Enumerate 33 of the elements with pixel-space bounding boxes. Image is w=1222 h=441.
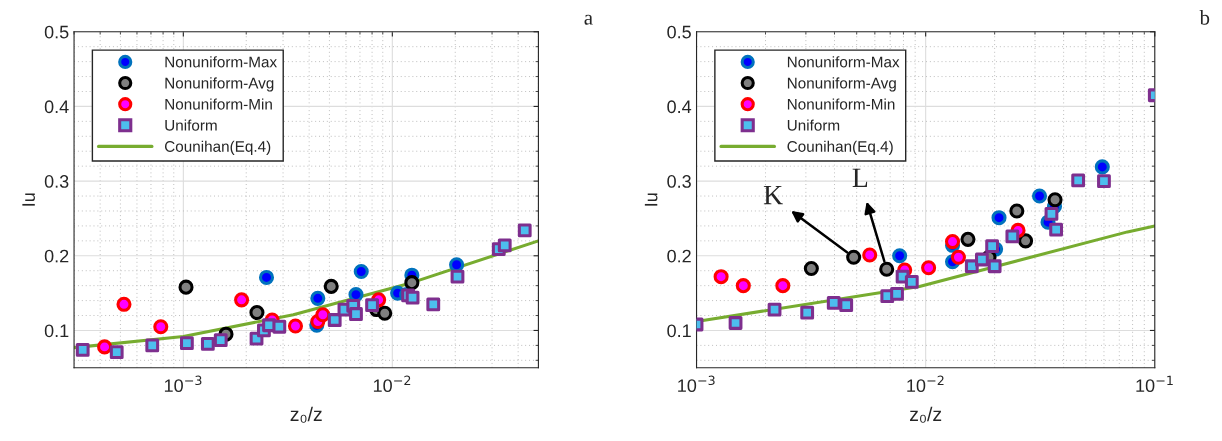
annotation: L (852, 168, 868, 187)
y-tick-label: 0.4 (667, 100, 692, 114)
y-tick-label: 0.2 (44, 249, 69, 263)
legend-label: Nonuniform-Max (787, 56, 900, 68)
legend-label: Uniform (787, 119, 840, 131)
y-tick-label: 0.1 (667, 324, 691, 338)
y-tick-label: 0.2 (667, 249, 691, 263)
legend-label: Nonuniform-Max (165, 56, 277, 68)
y-tick-label: 0.3 (667, 175, 691, 188)
x-tick-label: 10$^{−2}$ (907, 375, 944, 393)
legend-label: Nonuniform-Avg (787, 77, 896, 92)
y-tick-label: 0.4 (44, 100, 69, 114)
legend-label: Counihan(Eq.4) (164, 140, 271, 155)
legend-label: Nonuniform-Min (165, 98, 272, 110)
x-tick-label: 10$^{−3}$ (164, 375, 202, 393)
x-axis-title: z₀/z (290, 406, 322, 423)
legend-label: Nonuniform-Avg (165, 77, 274, 92)
x-tick-label: 10$^{−3}$ (678, 375, 715, 393)
y-tick-label: 0.1 (44, 324, 69, 338)
y-axis-title: Iu (22, 193, 35, 206)
text: a (584, 14, 593, 25)
y-axis-title: Iu (644, 193, 658, 206)
x-tick-label: 10$^{−2}$ (373, 375, 411, 393)
y-tick-label: 0.5 (667, 25, 691, 39)
x-tick-label: 10$^{−1}$ (1136, 375, 1173, 393)
y-tick-label: 0.5 (44, 25, 69, 39)
legend-label: Counihan(Eq.4) (787, 140, 893, 155)
legend-label: Uniform (165, 119, 217, 131)
legend-label: Nonuniform-Min (787, 98, 895, 110)
annotation: K (763, 185, 783, 205)
text: b (1199, 10, 1210, 25)
y-tick-label: 0.3 (44, 175, 69, 188)
x-axis-title: z₀/z (909, 406, 942, 423)
